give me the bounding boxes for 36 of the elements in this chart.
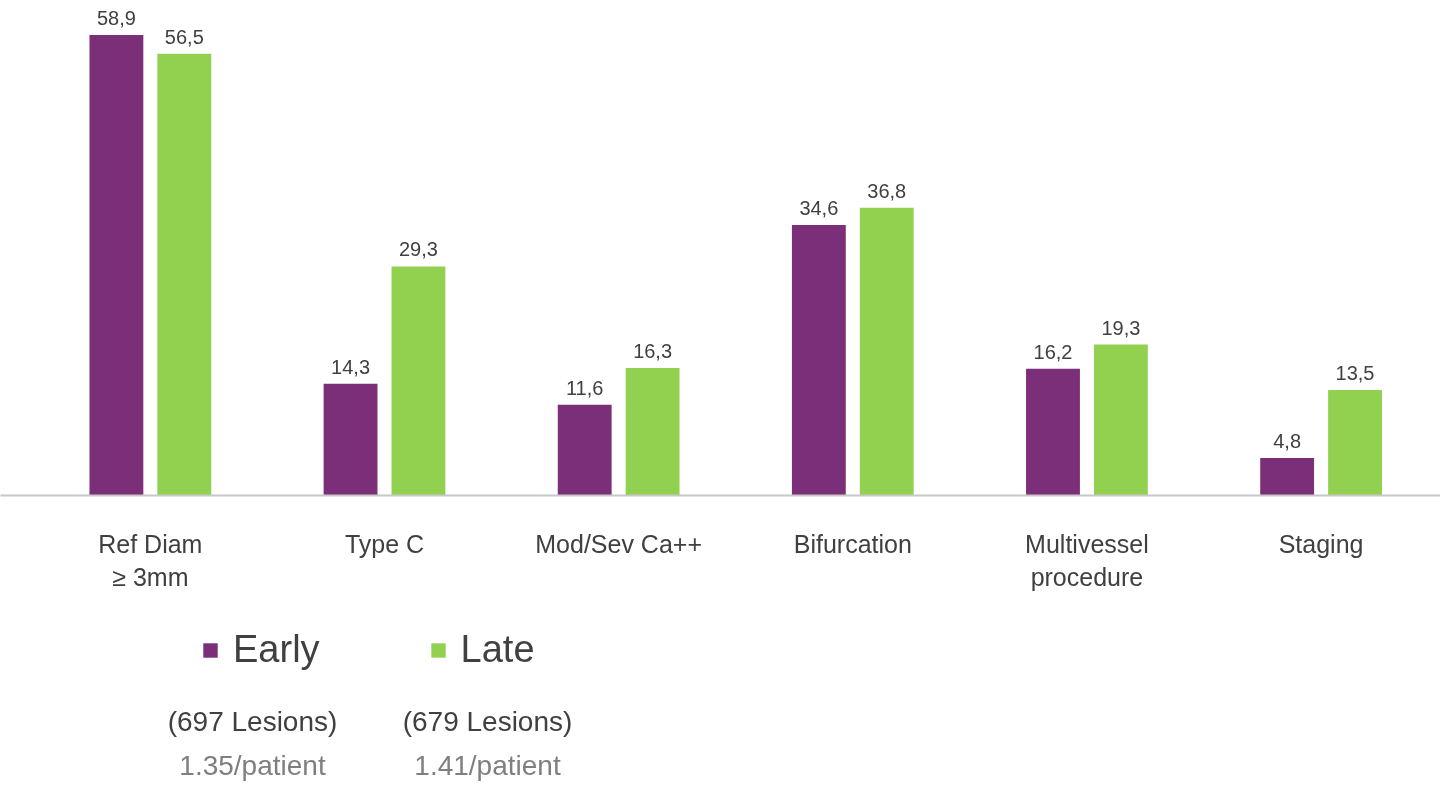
data-label: 56,5 xyxy=(164,25,204,48)
x-tick-label: Multivessel procedure xyxy=(1025,529,1149,592)
bar xyxy=(557,404,612,496)
bar xyxy=(625,368,680,496)
text: (679 Lesions) xyxy=(402,706,573,737)
text: 1.41/patient xyxy=(414,750,561,781)
bar xyxy=(859,207,914,496)
data-label: 36,8 xyxy=(867,179,907,202)
bar xyxy=(391,266,446,496)
data-label: 13,5 xyxy=(1335,361,1375,384)
data-label: 14,3 xyxy=(331,355,371,378)
x-tick-label: Type C xyxy=(344,529,425,558)
bar xyxy=(157,53,212,496)
x-tick-label: Ref Diam ≥ 3mm xyxy=(98,529,203,592)
bar xyxy=(89,35,144,496)
bar xyxy=(323,383,378,496)
data-label: 58,9 xyxy=(96,7,136,30)
x-tick-label: Bifurcation xyxy=(793,529,912,558)
text: (697 Lesions) xyxy=(167,706,338,737)
data-label: 29,3 xyxy=(398,238,438,261)
x-tick-label: Staging xyxy=(1278,529,1364,558)
bar xyxy=(1093,344,1148,496)
data-label: 4,8 xyxy=(1273,429,1302,452)
x-tick-label: Mod/Sev Ca++ xyxy=(535,529,703,558)
bar xyxy=(791,225,846,496)
legend-label: Early xyxy=(233,628,320,671)
bar xyxy=(1328,389,1382,496)
data-label: 16,3 xyxy=(633,340,673,363)
text: 1.35/patient xyxy=(179,750,326,781)
legend-label: Late xyxy=(460,628,535,671)
bar xyxy=(1026,368,1080,496)
data-label: 19,3 xyxy=(1101,316,1141,339)
data-label: 11,6 xyxy=(565,376,604,399)
bar xyxy=(1260,457,1315,496)
data-label: 34,6 xyxy=(799,197,839,220)
data-label: 16,2 xyxy=(1033,340,1073,363)
